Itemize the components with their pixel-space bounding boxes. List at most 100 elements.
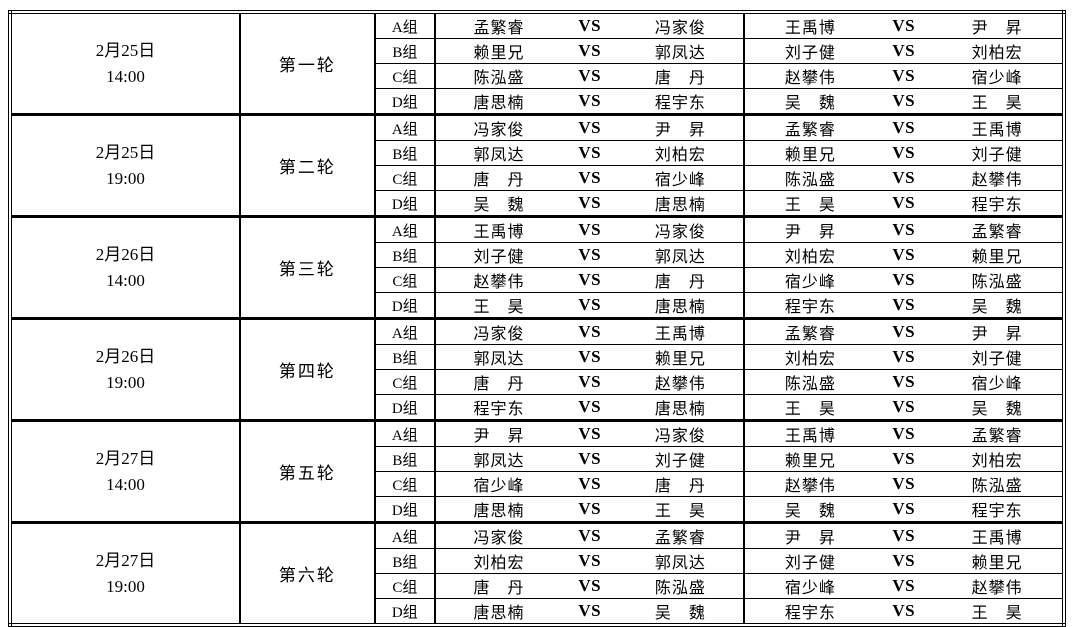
match-pairing: 郭凤达 VS 刘柏宏	[436, 142, 742, 165]
round-name-cell: 第六轮	[239, 521, 376, 626]
round-datetime-cell: 2月26日 19:00	[9, 317, 242, 421]
vs-label: VS	[578, 474, 602, 493]
player-name-left: 王禹博	[473, 224, 525, 241]
match-pairing: 郭凤达 VS 刘子健	[436, 448, 742, 471]
round-date: 2月25日	[95, 142, 156, 162]
match-pairing: 刘柏宏 VS 赖里兄	[745, 244, 1062, 267]
schedule-row: 2月25日 14:00 第一轮 A组 孟繁睿 VS 冯家俊 王禹博 VS 尹 昇	[9, 10, 1065, 115]
player-name-left: 唐 丹	[473, 580, 525, 597]
match-cell-left: 唐 丹 VS 陈泓盛	[434, 573, 746, 599]
player-name-right: 唐思楠	[654, 197, 706, 214]
vs-label: VS	[892, 270, 916, 289]
match-cell-left: 赵攀伟 VS 唐 丹	[434, 267, 746, 293]
vs-label: VS	[578, 66, 602, 85]
match-pairing: 赵攀伟 VS 唐 丹	[436, 269, 742, 292]
vs-label: VS	[578, 347, 602, 366]
match-cell-left: 王禹博 VS 冯家俊	[434, 215, 746, 243]
group-label-cell: C组	[374, 369, 436, 395]
schedule-row: 2月26日 14:00 第三轮 A组 王禹博 VS 冯家俊 尹 昇 VS 孟繁睿	[9, 215, 1065, 319]
match-cell-right: 赖里兄 VS 刘子健	[743, 140, 1065, 166]
round-name-cell: 第一轮	[239, 10, 376, 115]
match-cell-left: 尹 昇 VS 冯家俊	[434, 419, 746, 447]
schedule-table-container: 2月25日 14:00 第一轮 A组 孟繁睿 VS 冯家俊 王禹博 VS 尹 昇 B组 赖里兄 VS 郭凤…	[8, 10, 1066, 627]
match-pairing: 赖里兄 VS 刘子健	[745, 142, 1062, 165]
match-pairing: 王禹博 VS 孟繁睿	[745, 424, 1062, 446]
round-name-cell: 第二轮	[239, 113, 376, 217]
player-name-left: 唐思楠	[473, 605, 525, 622]
match-pairing: 孟繁睿 VS 王禹博	[745, 118, 1062, 140]
match-pairing: 赵攀伟 VS 宿少峰	[745, 65, 1062, 88]
vs-label: VS	[578, 322, 602, 341]
match-cell-left: 冯家俊 VS 孟繁睿	[434, 521, 746, 549]
player-name-left: 王 昊	[784, 401, 836, 418]
match-pairing: 刘柏宏 VS 刘子健	[745, 346, 1062, 369]
match-pairing: 尹 昇 VS 王禹博	[745, 526, 1062, 548]
player-name-left: 吴 魏	[473, 197, 525, 214]
vs-label: VS	[578, 499, 602, 518]
player-name-left: 郭凤达	[473, 453, 525, 470]
player-name-right: 宿少峰	[971, 70, 1023, 87]
player-name-left: 刘子健	[784, 45, 836, 62]
player-name-right: 冯家俊	[654, 20, 706, 37]
match-pairing: 陈泓盛 VS 宿少峰	[745, 371, 1062, 394]
match-pairing: 孟繁睿 VS 尹 昇	[745, 322, 1062, 344]
match-cell-right: 王 昊 VS 吴 魏	[743, 394, 1065, 421]
player-name-right: 唐 丹	[654, 478, 706, 495]
player-name-left: 唐 丹	[473, 172, 525, 189]
group-label-cell: B组	[374, 140, 436, 166]
match-pairing: 吴 魏 VS 王 昊	[745, 90, 1062, 114]
player-name-right: 王 昊	[971, 605, 1023, 622]
player-name-left: 赵攀伟	[473, 274, 525, 291]
player-name-right: 宿少峰	[971, 376, 1023, 393]
match-cell-right: 刘柏宏 VS 刘子健	[743, 344, 1065, 370]
match-cell-right: 吴 魏 VS 程宇东	[743, 496, 1065, 523]
vs-label: VS	[578, 601, 602, 620]
vs-label: VS	[892, 526, 916, 545]
player-name-left: 程宇东	[784, 605, 836, 622]
match-pairing: 吴 魏 VS 程宇东	[745, 498, 1062, 522]
player-name-left: 赵攀伟	[784, 478, 836, 495]
player-name-right: 王禹博	[971, 122, 1023, 139]
match-cell-right: 宿少峰 VS 陈泓盛	[743, 267, 1065, 293]
match-pairing: 赖里兄 VS 刘柏宏	[745, 448, 1062, 471]
player-name-left: 刘柏宏	[473, 555, 525, 572]
match-cell-right: 孟繁睿 VS 尹 昇	[743, 317, 1065, 345]
round-date: 2月26日	[95, 244, 156, 264]
round-date: 2月26日	[95, 346, 156, 366]
match-pairing: 程宇东 VS 唐思楠	[436, 396, 742, 420]
schedule-row: C组 唐 丹 VS 赵攀伟 陈泓盛 VS 宿少峰	[10, 369, 1065, 395]
schedule-row: 2月26日 19:00 第四轮 A组 冯家俊 VS 王禹博 孟繁睿 VS 尹 昇	[9, 317, 1065, 421]
player-name-right: 王禹博	[971, 530, 1023, 547]
vs-label: VS	[892, 245, 916, 264]
player-name-right: 陈泓盛	[971, 274, 1023, 291]
player-name-right: 吴 魏	[971, 401, 1023, 418]
schedule-row: B组 郭凤达 VS 赖里兄 刘柏宏 VS 刘子健	[10, 344, 1065, 370]
match-cell-left: 唐 丹 VS 赵攀伟	[434, 369, 746, 395]
round-date: 2月27日	[95, 550, 156, 570]
vs-label: VS	[892, 143, 916, 162]
match-cell-right: 王禹博 VS 尹 昇	[743, 10, 1065, 39]
schedule-row: C组 唐 丹 VS 宿少峰 陈泓盛 VS 赵攀伟	[10, 165, 1065, 191]
round-datetime-cell: 2月25日 19:00	[9, 113, 242, 217]
vs-label: VS	[578, 143, 602, 162]
vs-label: VS	[892, 551, 916, 570]
schedule-row: B组 郭凤达 VS 刘柏宏 赖里兄 VS 刘子健	[10, 140, 1065, 166]
player-name-right: 唐 丹	[654, 70, 706, 87]
match-pairing: 唐 丹 VS 陈泓盛	[436, 575, 742, 598]
match-pairing: 唐 丹 VS 赵攀伟	[436, 371, 742, 394]
vs-label: VS	[578, 220, 602, 239]
vs-label: VS	[892, 41, 916, 60]
player-name-left: 冯家俊	[473, 530, 525, 547]
player-name-left: 刘柏宏	[784, 249, 836, 266]
match-cell-left: 郭凤达 VS 刘子健	[434, 446, 746, 472]
vs-label: VS	[892, 220, 916, 239]
round-time: 19:00	[106, 372, 145, 392]
match-cell-left: 郭凤达 VS 赖里兄	[434, 344, 746, 370]
vs-label: VS	[578, 576, 602, 595]
match-cell-left: 刘子健 VS 郭凤达	[434, 242, 746, 268]
match-pairing: 程宇东 VS 吴 魏	[745, 294, 1062, 318]
match-cell-left: 唐 丹 VS 宿少峰	[434, 165, 746, 191]
vs-label: VS	[578, 118, 602, 137]
player-name-right: 赖里兄	[971, 249, 1023, 266]
player-name-left: 郭凤达	[473, 351, 525, 368]
